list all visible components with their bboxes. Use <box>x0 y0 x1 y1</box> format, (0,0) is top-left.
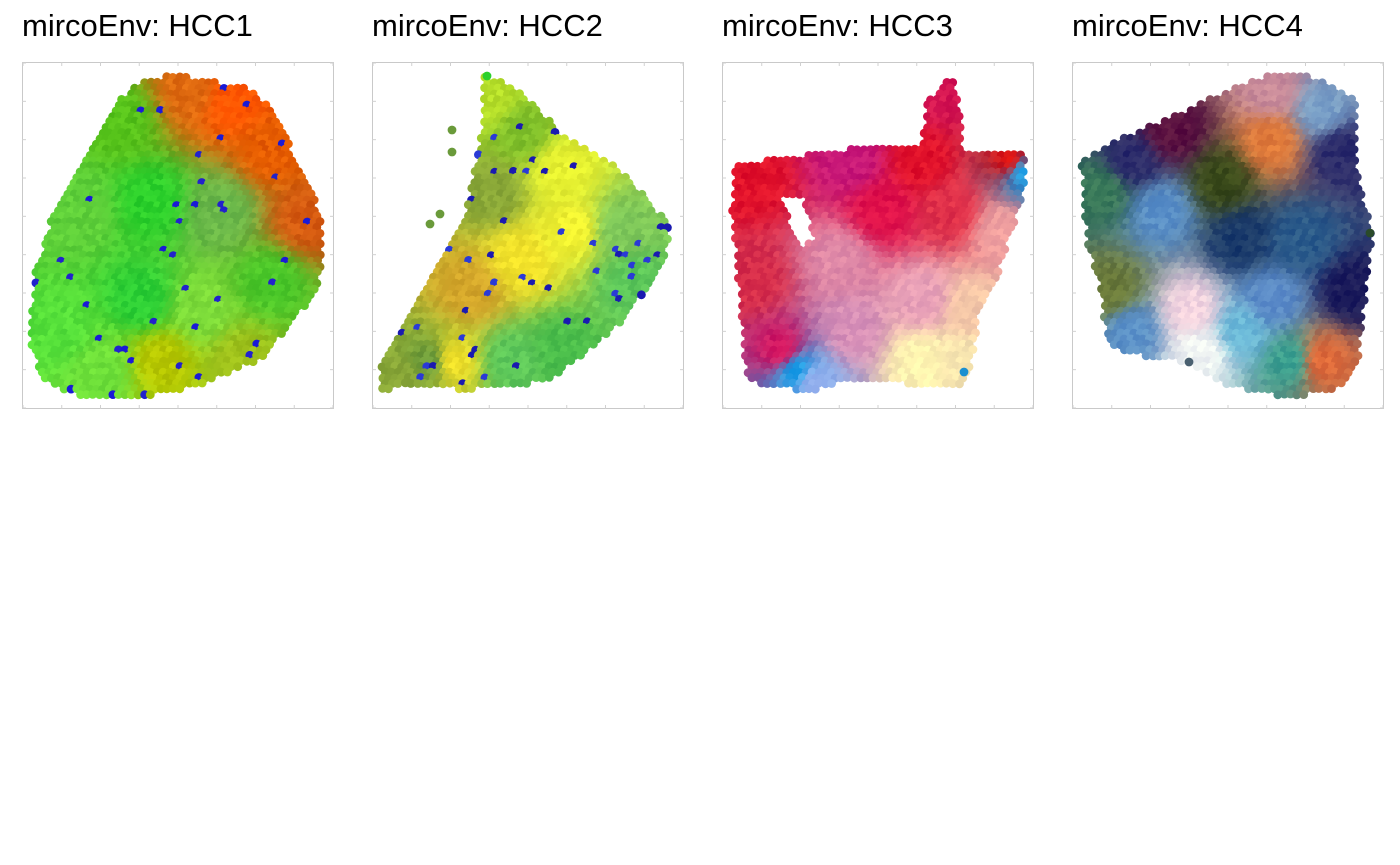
panel-title: mircoEnv: HCC1 <box>22 8 253 43</box>
spot-point <box>384 384 393 394</box>
spot-point <box>95 390 104 399</box>
spot-point <box>223 367 232 377</box>
spot-point <box>248 357 258 366</box>
spot-point <box>435 209 445 219</box>
spots <box>728 78 1028 394</box>
spot-point <box>277 329 286 338</box>
spot-point <box>190 378 200 388</box>
spot-point <box>88 390 98 399</box>
panel-title: mircoEnv: HCC3 <box>722 8 953 43</box>
spot-point <box>406 379 416 388</box>
scatter-plot <box>22 62 334 409</box>
panel-hcc3: mircoEnv: HCC3 <box>722 0 1062 420</box>
spot-point <box>531 373 541 382</box>
spot-point <box>168 384 178 393</box>
tick-marks <box>722 62 1034 409</box>
spot-point <box>413 379 423 388</box>
spot-point <box>454 384 464 394</box>
spot-point <box>589 339 598 349</box>
spot-point <box>522 379 531 388</box>
spot-point <box>480 83 489 93</box>
spot-point <box>438 379 448 389</box>
spot-point <box>538 373 547 383</box>
spot-point <box>480 94 489 104</box>
spot-point <box>615 317 625 327</box>
spot-point <box>162 384 172 394</box>
spot-point <box>637 290 646 300</box>
spot-point <box>126 390 136 400</box>
spot-point <box>496 379 505 388</box>
spot-point <box>640 283 650 293</box>
plot-area <box>22 62 334 409</box>
spots <box>27 72 325 400</box>
plot-area <box>372 62 684 409</box>
spot-point <box>788 189 798 199</box>
spots <box>377 71 672 394</box>
spot-point <box>576 350 585 360</box>
spot-point <box>554 367 563 377</box>
spot-point <box>145 390 155 400</box>
spot-point <box>653 261 663 271</box>
spot-point <box>425 219 435 229</box>
spot-point <box>483 379 492 388</box>
spot-point <box>393 379 403 388</box>
spot-point <box>197 378 207 388</box>
spot-point <box>601 329 611 338</box>
spot-point <box>133 390 143 400</box>
spot-point <box>59 384 69 394</box>
spot-point <box>242 356 252 366</box>
spot-point <box>175 384 185 394</box>
tick-marks <box>22 62 334 409</box>
spot-point <box>482 71 492 81</box>
scatter-plot <box>722 62 1034 409</box>
spot-point <box>300 301 309 310</box>
spot-point <box>795 190 805 199</box>
spot-point <box>258 351 268 360</box>
spot-point <box>467 384 476 393</box>
spot-point <box>461 384 470 393</box>
spot-point <box>566 356 576 366</box>
spot-point <box>102 390 111 400</box>
spot-point <box>447 125 457 135</box>
spot-point <box>207 373 216 383</box>
panel-title: mircoEnv: HCC2 <box>372 8 603 43</box>
spot-point <box>82 390 91 400</box>
plot-area <box>722 62 1034 409</box>
scatter-plot <box>372 62 684 409</box>
spot-point <box>544 373 554 382</box>
spot-point <box>120 390 130 399</box>
spot-point <box>114 390 123 399</box>
spot-point <box>509 378 518 388</box>
tick-marks <box>372 62 684 409</box>
spot-point <box>233 362 243 372</box>
spot-point <box>425 379 435 389</box>
spot-point <box>216 367 226 377</box>
spot-point <box>447 147 457 157</box>
panel-hcc1: mircoEnv: HCC1 <box>22 0 362 420</box>
panel-hcc2: mircoEnv: HCC2 <box>372 0 712 420</box>
